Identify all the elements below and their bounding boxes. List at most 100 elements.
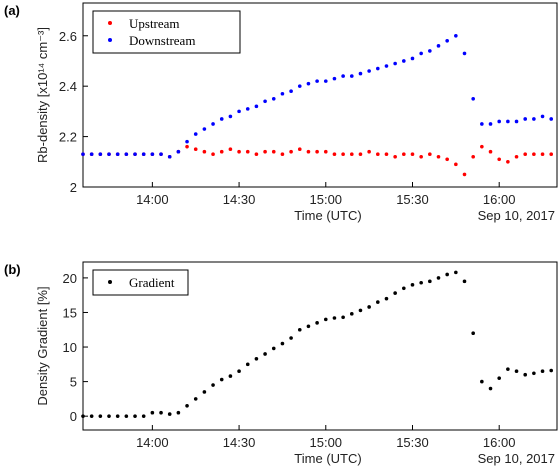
data-point <box>271 149 276 154</box>
data-point <box>237 109 241 114</box>
annotation: Sep 10, 2017 <box>478 451 555 466</box>
data-point <box>176 149 181 154</box>
data-point <box>367 149 371 154</box>
data-point <box>376 152 380 157</box>
data-point <box>367 69 371 73</box>
data-point <box>323 79 328 83</box>
legend-label: Downstream <box>129 33 195 48</box>
data-point <box>488 122 493 126</box>
data-point <box>141 414 146 418</box>
y-tick-label: 10 <box>63 340 77 355</box>
x-tick-label: 15:30 <box>396 435 429 450</box>
y-axis-label: Density Gradient [%] <box>35 286 50 405</box>
y-tick-label: 2.6 <box>59 29 77 44</box>
data-point <box>263 352 267 356</box>
data-point <box>445 272 449 277</box>
legend-marker <box>108 38 112 42</box>
y-tick-label: 2 <box>70 180 77 195</box>
data-point <box>263 99 267 104</box>
y-axis-label: Rb-density [x10¹⁴ cm⁻³] <box>35 27 50 163</box>
data-point <box>532 152 536 157</box>
data-point <box>506 119 510 124</box>
x-tick-label: 14:30 <box>223 192 256 207</box>
data-point <box>393 291 397 295</box>
data-point <box>306 324 311 329</box>
data-point <box>81 152 85 157</box>
data-point <box>514 369 519 374</box>
data-point <box>454 33 458 38</box>
data-point <box>115 414 120 418</box>
data-point <box>133 414 137 418</box>
data-point <box>211 383 215 387</box>
data-point <box>436 276 441 280</box>
data-point <box>271 346 276 351</box>
data-point <box>107 414 111 418</box>
data-point <box>497 376 501 380</box>
data-point <box>280 91 285 96</box>
data-point <box>367 305 371 309</box>
data-point <box>462 51 467 56</box>
data-point <box>549 368 554 373</box>
data-point <box>445 39 449 43</box>
data-point <box>115 152 120 157</box>
data-point <box>306 81 311 86</box>
data-point <box>471 154 475 159</box>
data-point <box>349 152 354 157</box>
data-point <box>540 152 545 157</box>
data-point <box>402 152 406 157</box>
data-point <box>506 367 510 371</box>
data-point <box>280 152 285 157</box>
data-point <box>254 104 259 109</box>
data-point <box>480 122 484 126</box>
data-point <box>219 377 224 382</box>
legend-label: Gradient <box>129 275 175 290</box>
data-point <box>185 404 189 408</box>
data-point <box>488 386 493 391</box>
data-point <box>297 147 302 151</box>
data-point <box>219 117 224 121</box>
data-point <box>471 331 475 336</box>
data-point <box>514 154 519 159</box>
x-tick-label: 16:00 <box>483 435 516 450</box>
data-point <box>159 152 163 157</box>
data-point <box>358 71 363 76</box>
data-point <box>193 132 198 136</box>
data-point <box>436 154 441 159</box>
data-point <box>167 412 172 416</box>
data-point <box>349 74 354 78</box>
data-point <box>245 107 250 111</box>
data-point <box>341 315 345 320</box>
data-point <box>488 149 493 154</box>
data-point <box>245 362 250 367</box>
data-point <box>323 317 328 322</box>
data-point <box>514 119 519 124</box>
data-point <box>402 286 406 291</box>
x-tick-label: 14:00 <box>136 192 169 207</box>
data-point <box>349 312 354 316</box>
data-point <box>254 152 259 157</box>
data-point <box>497 157 501 162</box>
data-point <box>402 59 406 63</box>
data-point <box>159 410 163 415</box>
data-point <box>532 371 536 376</box>
data-point <box>133 152 137 157</box>
x-tick-label: 14:00 <box>136 435 169 450</box>
data-point <box>167 154 172 159</box>
data-point <box>289 149 293 154</box>
data-point <box>549 152 554 157</box>
data-point <box>237 369 241 374</box>
data-point <box>150 152 155 157</box>
data-point <box>297 84 302 88</box>
data-point <box>410 283 415 287</box>
y-tick-label: 2.2 <box>59 130 77 145</box>
data-point <box>419 280 423 285</box>
data-point <box>384 296 389 301</box>
data-point <box>228 114 233 119</box>
data-point <box>384 64 389 68</box>
y-tick-label: 0 <box>70 409 77 424</box>
data-point <box>384 152 389 157</box>
y-tick-label: 15 <box>63 305 77 320</box>
data-point <box>89 152 94 157</box>
data-point <box>497 119 501 124</box>
